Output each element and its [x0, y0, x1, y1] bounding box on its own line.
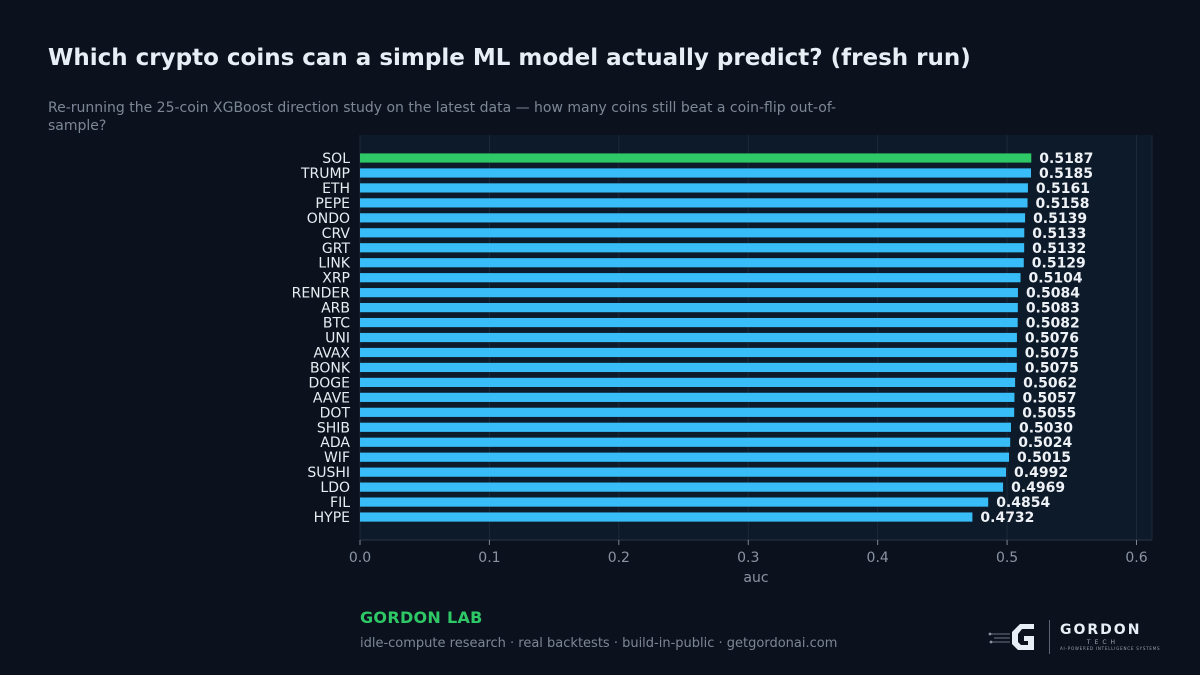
value-label: 0.5161	[1036, 181, 1090, 197]
category-label: ADA	[320, 435, 350, 451]
value-label: 0.5132	[1032, 241, 1086, 257]
brand-name: GORDON LAB	[360, 608, 483, 627]
bar-avax	[360, 347, 1017, 358]
x-tick-label: 0.5	[996, 550, 1018, 566]
bar-wif	[360, 452, 1010, 462]
bar-doge	[360, 377, 1016, 387]
bar-pepe	[360, 198, 1028, 208]
value-label: 0.5076	[1025, 331, 1079, 347]
bar-link	[360, 258, 1024, 268]
category-label: RENDER	[292, 286, 351, 302]
value-label: 0.5129	[1032, 256, 1086, 272]
bar-sushi	[360, 467, 1007, 477]
category-label: ARB	[321, 301, 350, 317]
value-label: 0.4969	[1011, 480, 1065, 496]
value-label: 0.4732	[980, 510, 1034, 526]
category-label: DOT	[320, 405, 351, 421]
category-label: ETH	[322, 181, 350, 197]
value-label: 0.5075	[1025, 360, 1079, 376]
category-label: PEPE	[315, 196, 350, 212]
logo-subtagline: AI-POWERED INTELLIGENCE SYSTEMS	[1060, 646, 1161, 651]
gordon-tech-logo: GORDON TECH AI-POWERED INTELLIGENCE SYST…	[988, 618, 1160, 656]
bar-sol	[360, 153, 1032, 163]
x-tick-label: 0.4	[867, 550, 889, 566]
value-label: 0.5015	[1017, 450, 1071, 466]
x-tick-label: 0.2	[608, 550, 630, 566]
category-label: ONDO	[307, 211, 350, 227]
bar-btc	[360, 317, 1018, 328]
category-label: SHIB	[317, 420, 350, 436]
bar-ada	[360, 437, 1011, 447]
value-label: 0.4854	[996, 495, 1050, 511]
value-label: 0.5083	[1026, 301, 1080, 317]
gordon-g-icon	[988, 624, 1034, 650]
logo-sub: TECH	[1086, 639, 1120, 646]
value-label: 0.5075	[1025, 345, 1079, 361]
chart-title: Which crypto coins can a simple ML model…	[48, 45, 971, 71]
bar-xrp	[360, 273, 1021, 283]
value-label: 0.5104	[1029, 271, 1083, 287]
value-label: 0.5055	[1022, 405, 1076, 421]
footer-tagline: idle-compute research · real backtests ·…	[360, 636, 838, 651]
category-label: HYPE	[314, 510, 350, 526]
bar-eth	[360, 183, 1028, 193]
value-label: 0.5024	[1018, 435, 1072, 451]
bar-render	[360, 288, 1018, 298]
value-label: 0.5133	[1032, 226, 1086, 242]
category-label: AVAX	[313, 345, 350, 361]
bar-dot	[360, 407, 1015, 417]
bar-crv	[360, 228, 1025, 238]
category-label: SOL	[322, 151, 350, 167]
bar-ondo	[360, 213, 1026, 223]
bar-fil	[360, 497, 989, 507]
category-label: LDO	[320, 480, 350, 496]
category-label: CRV	[322, 226, 351, 242]
value-label: 0.4992	[1014, 465, 1068, 481]
category-label: TRUMP	[300, 166, 350, 182]
category-label: WIF	[324, 450, 350, 466]
category-label: GRT	[322, 241, 351, 257]
x-tick-label: 0.1	[478, 550, 500, 566]
category-label: SUSHI	[307, 465, 350, 481]
bar-grt	[360, 243, 1025, 253]
bar-trump	[360, 168, 1032, 178]
x-tick-label: 0.0	[349, 550, 371, 566]
bar-shib	[360, 422, 1011, 432]
bar-hype	[360, 512, 973, 522]
bar-bonk	[360, 362, 1017, 373]
value-label: 0.5084	[1026, 286, 1080, 302]
category-label: BTC	[323, 316, 350, 332]
chart-subtitle: Re-running the 25-coin XGBoost direction…	[48, 100, 837, 134]
category-label: DOGE	[309, 375, 351, 391]
category-label: UNI	[325, 331, 350, 347]
category-label: BONK	[310, 360, 351, 376]
value-label: 0.5139	[1033, 211, 1087, 227]
category-label: FIL	[330, 495, 350, 511]
value-label: 0.5062	[1023, 375, 1077, 391]
value-label: 0.5082	[1026, 316, 1080, 332]
value-label: 0.5185	[1039, 166, 1093, 182]
bar-aave	[360, 392, 1015, 402]
x-tick-label: 0.3	[737, 550, 759, 566]
bar-arb	[360, 303, 1018, 313]
value-label: 0.5057	[1022, 390, 1076, 406]
category-label: LINK	[318, 256, 350, 272]
category-label: AAVE	[313, 390, 350, 406]
value-label: 0.5030	[1019, 420, 1073, 436]
logo-wordmark: GORDON	[1060, 622, 1142, 638]
bar-ldo	[360, 482, 1004, 492]
logo-tagline: TECH AI-POWERED INTELLIGENCE SYSTEMS	[1060, 639, 1161, 651]
x-axis-label: auc	[743, 570, 768, 586]
bar-uni	[360, 332, 1017, 343]
category-label: XRP	[322, 271, 350, 287]
value-label: 0.5158	[1036, 196, 1090, 212]
value-label: 0.5187	[1039, 151, 1093, 167]
x-tick-label: 0.6	[1125, 550, 1147, 566]
